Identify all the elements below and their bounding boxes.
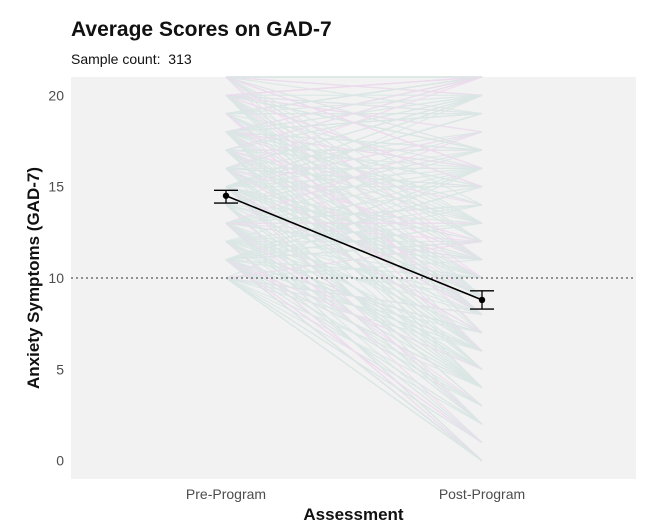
y-tick-label: 5 xyxy=(56,361,64,377)
trajectory-line xyxy=(225,240,483,279)
trajectory-line xyxy=(225,259,483,443)
individual-trajectories xyxy=(225,76,483,462)
trajectory-line xyxy=(225,94,483,115)
trajectory-line xyxy=(225,222,483,261)
mean-layer xyxy=(214,189,494,310)
mean-point xyxy=(478,296,486,304)
trajectory-line xyxy=(225,131,483,224)
trajectory-line xyxy=(225,240,483,407)
trajectory-line xyxy=(225,112,483,169)
trajectory-line xyxy=(225,76,483,151)
trajectory-line xyxy=(225,277,483,462)
trajectory-line xyxy=(225,131,483,206)
chart-title: Average Scores on GAD-7 xyxy=(71,18,332,41)
trajectory-line xyxy=(225,186,483,224)
x-tick-label: Pre-Program xyxy=(186,486,266,502)
x-axis-title: Assessment xyxy=(303,505,404,524)
y-axis-title: Anxiety Symptoms (GAD-7) xyxy=(24,167,43,389)
x-axis-ticks: Pre-Program Post-Program xyxy=(186,486,525,502)
y-tick-label: 10 xyxy=(48,270,64,286)
sample-count-label: Sample count: xyxy=(71,51,161,67)
trajectory-line xyxy=(225,149,483,316)
trajectory-line xyxy=(225,277,483,389)
x-tick-label: Post-Program xyxy=(439,486,525,502)
trajectory-line xyxy=(225,76,483,115)
trajectory-line xyxy=(225,94,483,169)
y-tick-label: 15 xyxy=(48,179,64,195)
trajectory-line xyxy=(225,222,483,407)
chart-subtitle: Sample count: 313 xyxy=(71,51,192,67)
trajectory-line xyxy=(225,259,483,334)
trajectory-line xyxy=(225,149,483,224)
trajectory-line xyxy=(225,259,483,425)
trajectory-line xyxy=(225,259,483,279)
y-tick-label: 0 xyxy=(56,453,64,469)
mean-line xyxy=(225,195,483,301)
sample-count-value: 313 xyxy=(168,51,192,67)
mean-point xyxy=(222,192,230,199)
y-tick-label: 20 xyxy=(48,87,64,103)
trajectory-line xyxy=(225,76,483,169)
trajectory-line xyxy=(225,186,483,389)
y-axis-ticks: 0 5 10 15 20 xyxy=(48,87,64,468)
trajectory-line xyxy=(225,259,483,462)
